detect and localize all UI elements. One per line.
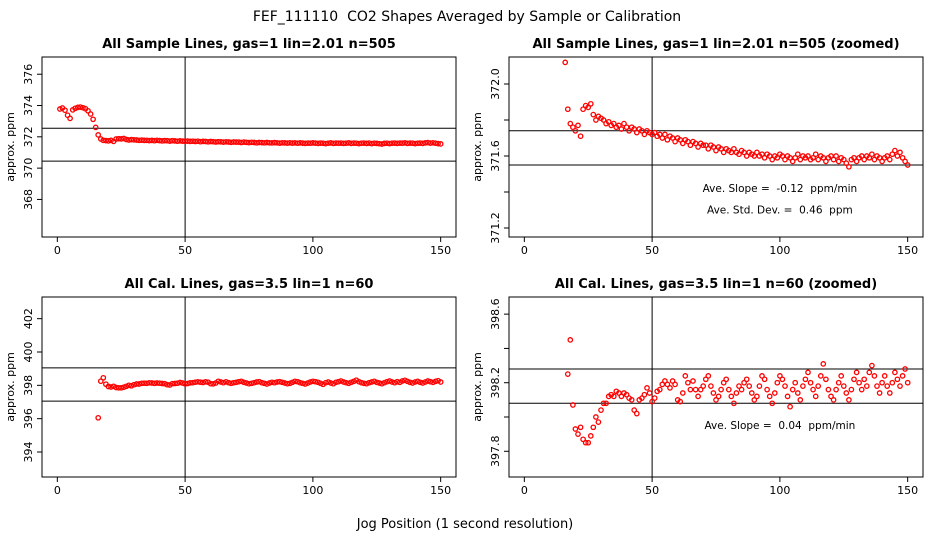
x-tick-label: 0	[54, 244, 61, 257]
y-tick-label: 368	[22, 189, 35, 210]
data-points	[564, 337, 911, 446]
y-axis-title: approx. ppm	[471, 112, 484, 182]
x-tick-label: 0	[521, 484, 528, 497]
x-tick-label: 150	[897, 484, 918, 497]
x-tick-label: 0	[521, 244, 528, 257]
x-axis-title: Jog Position (1 second resolution)	[356, 517, 574, 532]
reference-lines	[42, 57, 456, 237]
y-tick-label: 400	[22, 342, 35, 363]
axes: 371.2 371.6 372.0 0 50 100 150 approx. ppm	[471, 68, 918, 257]
panel-cal-zoomed: 397.8 398.2 398.6 0 50 100 150 approx. ppm Ave. …	[471, 296, 924, 497]
y-tick-label: 371.6	[489, 140, 502, 172]
y-tick-label: 396	[22, 408, 35, 429]
y-tick-label: 398.6	[489, 298, 502, 330]
plot-box	[41, 296, 457, 478]
x-tick-label: 50	[645, 244, 659, 257]
y-tick-label: 398	[22, 375, 35, 396]
y-axis-title: approx. ppm	[471, 352, 484, 422]
x-tick-label: 50	[178, 244, 192, 257]
axes: 397.8 398.2 398.6 0 50 100 150 approx. ppm	[471, 298, 918, 497]
x-tick-label: 100	[769, 484, 790, 497]
x-tick-label: 0	[54, 484, 61, 497]
plot-box	[41, 56, 457, 238]
plot-box	[508, 56, 924, 238]
annotation: Ave. Std. Dev. = 0.46 ppm	[707, 205, 853, 217]
y-axis-title: approx. ppm	[4, 112, 17, 182]
data-points	[562, 59, 911, 170]
panel-sample: 368 370 372 374 376 0 50 100 150 approx. ppm	[4, 56, 457, 257]
panel-title-cal: All Cal. Lines, gas=3.5 lin=1 n=60	[125, 277, 374, 292]
y-tick-label: 374	[22, 95, 35, 116]
y-tick-label: 397.8	[489, 436, 502, 468]
y-tick-label: 372.0	[489, 68, 502, 100]
data-points	[57, 104, 444, 147]
panel-cal: 394 396 398 400 402 0 50 100 150 approx. ppm	[4, 296, 457, 497]
x-tick-label: 50	[178, 484, 192, 497]
annotation: Ave. Slope = -0.12 ppm/min	[703, 183, 858, 195]
x-tick-label: 100	[769, 244, 790, 257]
annotation: Ave. Slope = 0.04 ppm/min	[704, 420, 855, 432]
data-points	[95, 374, 444, 421]
y-axis-title: approx. ppm	[4, 352, 17, 422]
axes: 394 396 398 400 402 0 50 100 150 approx. ppm	[4, 308, 451, 497]
y-tick-label: 372	[22, 126, 35, 147]
panel-title-sample: All Sample Lines, gas=1 lin=2.01 n=505	[102, 37, 396, 52]
y-tick-label: 398.2	[489, 367, 502, 399]
y-tick-label: 370	[22, 158, 35, 179]
x-tick-label: 50	[645, 484, 659, 497]
panel-title-sample-zoomed: All Sample Lines, gas=1 lin=2.01 n=505 (…	[532, 37, 899, 52]
y-tick-label: 376	[22, 64, 35, 85]
panel-sample-zoomed: 371.2 371.6 372.0 0 50 100 150 approx. ppm Ave. …	[471, 56, 924, 257]
x-tick-label: 100	[302, 484, 323, 497]
x-tick-label: 150	[897, 244, 918, 257]
y-tick-label: 371.2	[489, 212, 502, 244]
x-tick-label: 150	[430, 484, 451, 497]
plot-box	[508, 296, 924, 478]
y-tick-label: 402	[22, 308, 35, 329]
y-tick-label: 394	[22, 442, 35, 463]
x-tick-label: 150	[430, 244, 451, 257]
axes: 368 370 372 374 376 0 50 100 150 approx. ppm	[4, 64, 451, 257]
reference-lines	[42, 297, 456, 477]
main-title: FEF_111110 CO2 Shapes Averaged by Sample…	[253, 9, 681, 25]
x-tick-label: 100	[302, 244, 323, 257]
panel-title-cal-zoomed: All Cal. Lines, gas=3.5 lin=1 n=60 (zoom…	[555, 277, 877, 292]
reference-lines	[509, 297, 923, 477]
